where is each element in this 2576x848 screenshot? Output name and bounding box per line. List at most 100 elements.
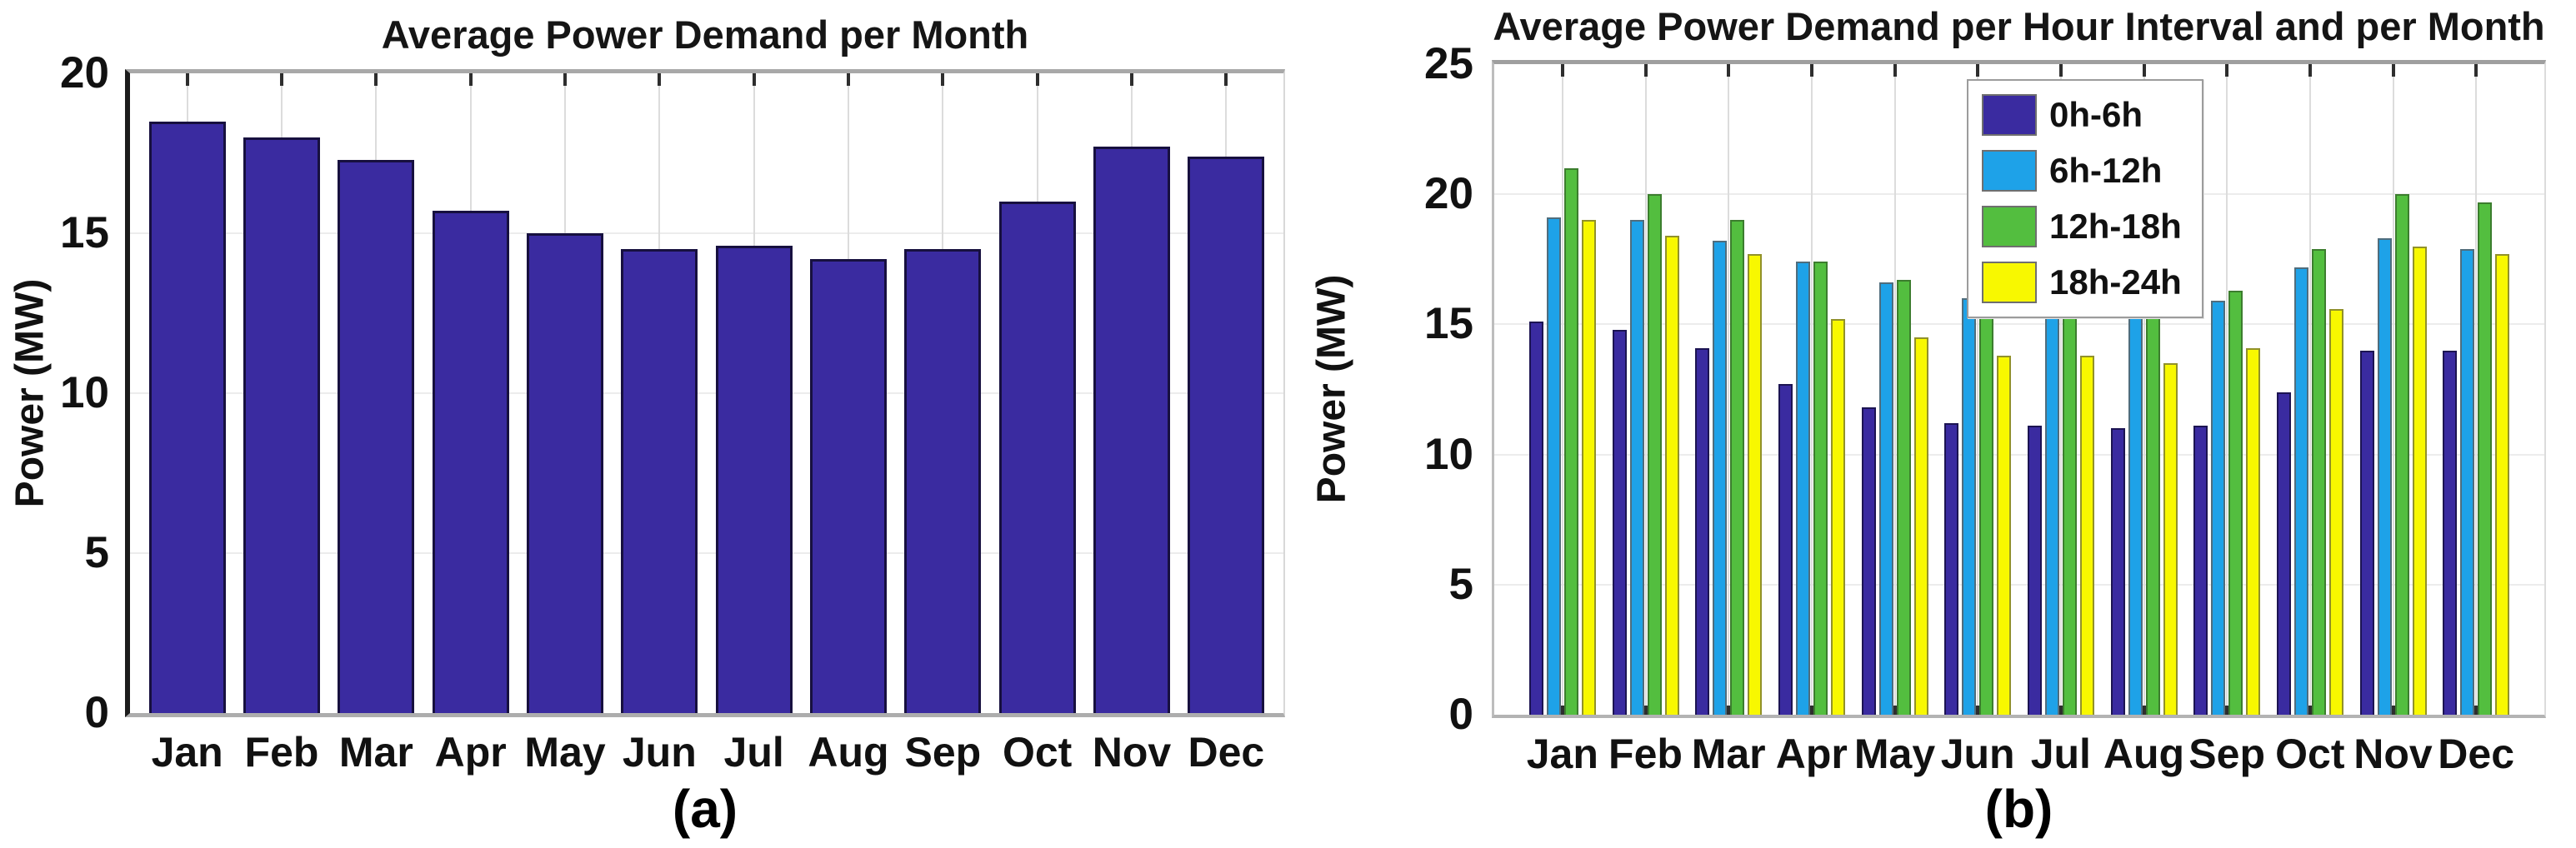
bar-Jul-12h-18h xyxy=(2063,286,2077,715)
x-axis-top-tick xyxy=(1560,64,1564,77)
gridline-h xyxy=(130,232,1283,234)
y-tick-label: 20 xyxy=(1424,169,1473,219)
x-axis-top-tick xyxy=(2474,64,2478,77)
bar-Feb-0h-6h xyxy=(1613,330,1627,715)
x-tick-label: Mar xyxy=(1691,731,1766,777)
x-axis-top-tick xyxy=(941,73,945,86)
y-tick-label: 25 xyxy=(1424,39,1473,88)
x-axis-top-tick xyxy=(280,73,283,86)
bar-Jun-6h-12h xyxy=(1962,298,1976,715)
gridline-v xyxy=(1977,64,1979,715)
x-tick-label: Aug xyxy=(808,729,889,776)
x-tick-label: Apr xyxy=(1775,731,1848,777)
bar-Feb-6h-12h xyxy=(1630,220,1644,715)
x-tick-label: Jan xyxy=(151,729,223,776)
legend-item-18h-24h: 18h-24h xyxy=(1982,262,2182,303)
x-axis-bottom-tick xyxy=(1560,706,1564,715)
x-axis-bottom-tick xyxy=(2391,706,2395,715)
legend-label: 0h-6h xyxy=(2049,95,2143,134)
gridline-v xyxy=(2392,64,2394,715)
x-tick-label: Jun xyxy=(622,729,697,776)
chart-b-caption: (b) xyxy=(1984,779,2053,839)
bar-Jul-6h-12h xyxy=(2045,298,2059,715)
gridline-v xyxy=(1728,64,1730,715)
gridline-v xyxy=(2143,64,2145,715)
legend-label: 18h-24h xyxy=(2049,262,2182,302)
bar-Jun xyxy=(621,249,698,713)
x-axis-top-tick xyxy=(1727,64,1731,77)
bar-Aug xyxy=(810,259,887,713)
y-tick-label: 5 xyxy=(84,528,109,577)
x-tick-label: May xyxy=(1853,731,1936,777)
bar-Apr-6h-12h xyxy=(1796,262,1810,715)
y-tick-label: 15 xyxy=(1424,299,1473,349)
chart-b-y-axis-label: Power (MW) xyxy=(1309,274,1354,504)
x-axis-top-tick xyxy=(2308,64,2312,77)
bar-Nov-6h-12h xyxy=(2378,238,2392,715)
x-axis-top-tick xyxy=(1809,64,1813,77)
x-axis-bottom-tick xyxy=(1727,706,1731,715)
x-axis-bottom-tick xyxy=(1809,706,1813,715)
gridline-h xyxy=(130,392,1283,394)
x-axis-top-tick xyxy=(1976,64,1980,77)
bar-Sep-0h-6h xyxy=(2193,426,2208,715)
bar-Mar-6h-12h xyxy=(1713,241,1727,715)
bar-Dec-18h-24h xyxy=(2495,254,2509,715)
bar-Mar-0h-6h xyxy=(1695,348,1709,715)
bar-Dec-0h-6h xyxy=(2443,351,2457,715)
chart-a-title: Average Power Demand per Month xyxy=(381,12,1029,57)
gridline-v xyxy=(2308,64,2311,715)
x-tick-label: Jun xyxy=(1940,731,2015,777)
x-tick-label: Nov xyxy=(2353,731,2433,777)
bar-Feb-18h-24h xyxy=(1665,236,1679,715)
y-tick-label: 5 xyxy=(1448,559,1473,609)
x-axis-top-tick xyxy=(2058,64,2063,77)
legend-item-12h-18h: 12h-18h xyxy=(1982,206,2182,247)
legend-item-6h-12h: 6h-12h xyxy=(1982,150,2182,192)
bar-Oct-0h-6h xyxy=(2277,392,2291,715)
x-axis-bottom-tick xyxy=(2474,706,2478,715)
bar-May-12h-18h xyxy=(1897,280,1911,715)
gridline-v xyxy=(1644,64,1647,715)
bar-Jul xyxy=(716,246,793,713)
x-tick-label: Feb xyxy=(1608,731,1683,777)
x-tick-label: Oct xyxy=(2275,731,2345,777)
bar-Sep-18h-24h xyxy=(2246,348,2260,715)
chart-a-caption: (a) xyxy=(672,779,738,839)
bar-Nov-18h-24h xyxy=(2413,247,2427,715)
x-axis-top-tick xyxy=(752,73,756,86)
bar-Apr-12h-18h xyxy=(1813,262,1828,715)
x-axis-bottom-tick xyxy=(1976,706,1980,715)
x-tick-label: Jan xyxy=(1526,731,1598,777)
bar-Jun-0h-6h xyxy=(1944,423,1958,715)
bar-Jun-12h-18h xyxy=(1979,291,1993,715)
bar-Jun-18h-24h xyxy=(1997,356,2011,715)
bar-Oct-6h-12h xyxy=(2294,267,2308,715)
x-tick-label: Nov xyxy=(1092,729,1172,776)
bar-Sep-12h-18h xyxy=(2228,291,2243,715)
bar-Feb xyxy=(243,137,320,713)
x-axis-top-tick xyxy=(468,73,473,86)
x-tick-label: Oct xyxy=(1002,729,1073,776)
bar-Dec-6h-12h xyxy=(2460,249,2474,715)
x-axis-top-tick xyxy=(185,73,189,86)
x-tick-label: May xyxy=(524,729,606,776)
x-axis-bottom-tick xyxy=(2142,706,2146,715)
legend: 0h-6h 6h-12h 12h-18h 18h-24h xyxy=(1967,79,2203,318)
y-tick-label: 10 xyxy=(1424,429,1473,479)
x-axis-top-tick xyxy=(1035,73,1039,86)
bar-Sep xyxy=(904,249,981,713)
x-tick-label: Jul xyxy=(723,729,784,776)
bar-Mar-18h-24h xyxy=(1748,254,1762,715)
bar-Jul-0h-6h xyxy=(2028,426,2042,715)
bar-Aug-0h-6h xyxy=(2111,428,2125,715)
x-axis-top-tick xyxy=(374,73,378,86)
gridline-h xyxy=(130,552,1283,554)
legend-color-swatch-icon xyxy=(1982,262,2037,303)
legend-color-swatch-icon xyxy=(1982,206,2037,247)
bar-Apr-18h-24h xyxy=(1831,319,1845,715)
gridline-h xyxy=(1494,453,2544,456)
gridline-v xyxy=(2059,64,2062,715)
x-tick-label: Feb xyxy=(244,729,319,776)
